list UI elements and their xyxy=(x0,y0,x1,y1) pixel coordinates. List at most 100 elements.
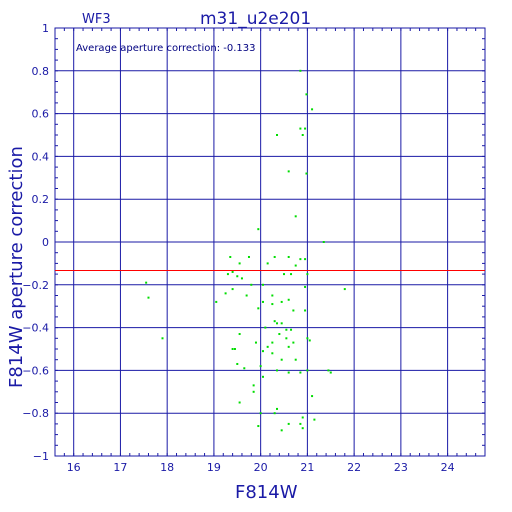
data-point xyxy=(229,255,232,258)
data-points xyxy=(145,69,346,432)
data-point xyxy=(261,375,264,378)
data-point xyxy=(305,93,308,96)
data-point xyxy=(276,369,279,372)
data-point xyxy=(299,69,302,72)
data-point xyxy=(147,296,150,299)
data-point xyxy=(304,285,307,288)
data-point xyxy=(271,352,274,355)
data-point xyxy=(271,303,274,306)
data-point xyxy=(306,273,309,276)
data-point xyxy=(271,341,274,344)
data-point xyxy=(305,172,308,175)
data-point xyxy=(287,255,290,258)
y-tick-label: −0.4 xyxy=(22,322,49,335)
data-point xyxy=(236,362,239,365)
data-point xyxy=(240,277,243,280)
y-tick-label: 0.8 xyxy=(32,65,50,78)
data-point xyxy=(264,326,267,329)
x-tick-label: 17 xyxy=(113,461,127,474)
data-point xyxy=(294,215,297,218)
data-point xyxy=(238,333,241,336)
y-axis-label: F814W aperture correction xyxy=(6,146,27,388)
data-point xyxy=(261,283,264,286)
data-point xyxy=(278,333,281,336)
data-point xyxy=(290,328,293,331)
data-point xyxy=(327,369,330,372)
data-point xyxy=(245,294,248,297)
data-point xyxy=(294,358,297,361)
data-point xyxy=(273,412,276,415)
data-point xyxy=(238,262,241,265)
data-point xyxy=(343,288,346,291)
data-point xyxy=(233,348,236,350)
data-point xyxy=(261,350,264,353)
data-point xyxy=(236,275,239,278)
data-point xyxy=(290,273,293,276)
data-point xyxy=(280,322,283,325)
data-point xyxy=(231,348,234,350)
data-point xyxy=(252,384,255,387)
data-point xyxy=(283,273,286,276)
data-point xyxy=(285,337,288,340)
y-tick-label: 0 xyxy=(42,236,49,249)
y-tick-label: 0.6 xyxy=(32,108,50,121)
data-point xyxy=(306,369,309,372)
x-tick-label: 22 xyxy=(347,461,361,474)
data-point xyxy=(226,273,229,276)
x-tick-label: 18 xyxy=(160,461,174,474)
data-point xyxy=(311,395,314,398)
x-tick-label: 16 xyxy=(67,461,81,474)
data-point xyxy=(294,264,297,267)
data-point xyxy=(247,255,250,258)
data-point xyxy=(329,371,332,374)
data-point xyxy=(299,127,302,130)
data-point xyxy=(273,320,276,323)
data-point xyxy=(287,345,290,348)
data-point xyxy=(292,309,295,312)
y-tick-label: 1 xyxy=(42,22,49,35)
data-point xyxy=(301,134,304,136)
data-point xyxy=(304,309,307,312)
data-point xyxy=(273,255,276,258)
data-point xyxy=(257,307,260,310)
y-tick-label: −0.2 xyxy=(22,279,49,292)
data-point xyxy=(304,127,307,130)
data-point xyxy=(287,422,290,425)
data-point xyxy=(257,228,260,231)
data-point xyxy=(299,422,302,425)
data-point xyxy=(276,134,279,136)
chip-label: WF3 xyxy=(82,12,111,27)
data-point xyxy=(271,294,274,297)
x-axis-label: F814W xyxy=(235,482,298,503)
data-point xyxy=(301,416,304,419)
x-tick-label: 19 xyxy=(207,461,221,474)
y-tick-label: 0.4 xyxy=(32,150,50,163)
data-point xyxy=(301,427,304,430)
data-point xyxy=(250,283,253,286)
data-point xyxy=(304,258,307,261)
data-point xyxy=(266,345,269,348)
data-point xyxy=(243,367,246,370)
data-point xyxy=(276,322,279,325)
data-point xyxy=(313,418,316,421)
data-point xyxy=(231,288,234,291)
x-tick-label: 20 xyxy=(254,461,268,474)
data-point xyxy=(287,298,290,301)
x-tick-label: 21 xyxy=(300,461,314,474)
data-point xyxy=(285,328,288,331)
data-point xyxy=(266,262,269,265)
data-point xyxy=(161,337,164,340)
data-point xyxy=(306,337,309,340)
data-point xyxy=(276,407,279,410)
data-point xyxy=(287,170,290,173)
data-point xyxy=(280,358,283,361)
data-point xyxy=(287,371,290,374)
data-point xyxy=(145,281,148,284)
x-tick-label: 24 xyxy=(441,461,455,474)
data-point xyxy=(231,270,234,273)
y-tick-label: 0.2 xyxy=(32,193,50,206)
data-point xyxy=(308,339,311,342)
tick-labels: 16 17 18 19 20 21 22 23 24 −1 −0.8 −0.6 −0.4 −0.2 0 0.2… xyxy=(22,22,454,474)
data-point xyxy=(311,108,314,111)
data-point xyxy=(254,341,257,344)
